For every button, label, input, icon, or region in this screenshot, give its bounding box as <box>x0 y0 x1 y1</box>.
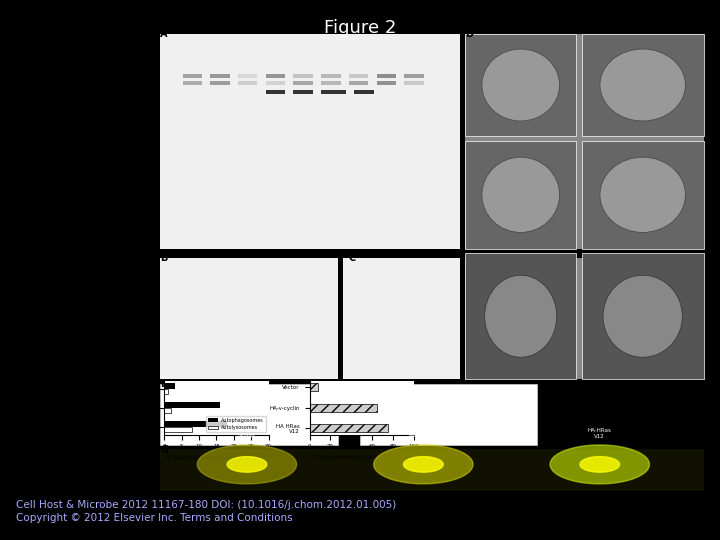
Bar <box>266 90 285 94</box>
Bar <box>321 90 341 94</box>
Bar <box>582 141 703 248</box>
Bar <box>321 74 341 78</box>
Bar <box>377 81 396 85</box>
Bar <box>349 74 368 78</box>
Bar <box>161 384 338 445</box>
Bar <box>294 74 312 78</box>
Polygon shape <box>197 445 297 484</box>
Bar <box>465 253 576 379</box>
Bar <box>465 258 703 379</box>
Ellipse shape <box>482 157 559 232</box>
Text: G: G <box>161 445 168 455</box>
Bar <box>183 74 202 78</box>
Text: Vector: Vector <box>238 434 256 439</box>
Bar <box>405 81 423 85</box>
Polygon shape <box>403 457 444 472</box>
Ellipse shape <box>485 275 557 357</box>
Text: Figure 2: Figure 2 <box>324 19 396 37</box>
Bar <box>321 81 341 85</box>
Bar <box>310 403 377 412</box>
Ellipse shape <box>600 157 685 232</box>
Bar <box>164 408 171 413</box>
Bar <box>310 424 388 432</box>
Bar <box>164 421 227 427</box>
Bar <box>582 33 703 137</box>
Polygon shape <box>374 445 473 484</box>
Bar <box>164 427 192 432</box>
Bar <box>327 90 346 94</box>
Polygon shape <box>550 445 649 484</box>
Bar <box>294 90 312 94</box>
Text: A: A <box>161 29 168 39</box>
Polygon shape <box>227 457 267 472</box>
Bar <box>360 384 537 445</box>
Bar <box>354 90 374 94</box>
Bar <box>238 81 257 85</box>
Bar <box>161 449 703 491</box>
Bar <box>294 81 312 85</box>
Bar <box>377 74 396 78</box>
Bar <box>161 33 460 248</box>
Polygon shape <box>580 457 620 472</box>
Bar <box>465 33 576 137</box>
Bar <box>164 402 220 408</box>
Bar <box>183 81 202 85</box>
Bar <box>210 74 230 78</box>
Ellipse shape <box>603 275 683 357</box>
Text: D: D <box>465 29 473 39</box>
Legend: Autophagosomes, Autolysosomes: Autophagosomes, Autolysosomes <box>206 416 266 432</box>
Bar <box>161 258 338 379</box>
Text: HA-v-cyclin: HA-v-cyclin <box>408 434 438 439</box>
Bar <box>465 33 703 248</box>
Bar <box>349 81 368 85</box>
Bar <box>266 74 285 78</box>
Text: HA-HRas
V12: HA-HRas V12 <box>588 428 612 439</box>
Bar <box>164 383 174 389</box>
Ellipse shape <box>482 49 559 121</box>
Bar <box>310 383 318 392</box>
Text: B: B <box>161 253 168 263</box>
Text: Cell Host & Microbe 2012 11167-180 DOI: (10.1016/j.chom.2012.01.005): Cell Host & Microbe 2012 11167-180 DOI: … <box>16 500 396 510</box>
X-axis label: % cells positive for SA β-gal activity: % cells positive for SA β-gal activity <box>312 455 411 460</box>
X-axis label: # Autophagic structures/cell section: # Autophagic structures/cell section <box>166 455 266 460</box>
Bar <box>164 389 168 395</box>
Bar <box>343 258 460 379</box>
Bar <box>266 81 285 85</box>
Ellipse shape <box>600 49 685 121</box>
Text: F: F <box>360 379 366 389</box>
Bar <box>582 253 703 379</box>
Bar <box>465 141 576 248</box>
Bar <box>405 74 423 78</box>
Bar <box>210 81 230 85</box>
Text: Copyright © 2012 Elsevier Inc. Terms and Conditions: Copyright © 2012 Elsevier Inc. Terms and… <box>16 512 292 523</box>
Text: E: E <box>161 379 167 389</box>
Bar <box>238 74 257 78</box>
Text: C: C <box>349 253 356 263</box>
